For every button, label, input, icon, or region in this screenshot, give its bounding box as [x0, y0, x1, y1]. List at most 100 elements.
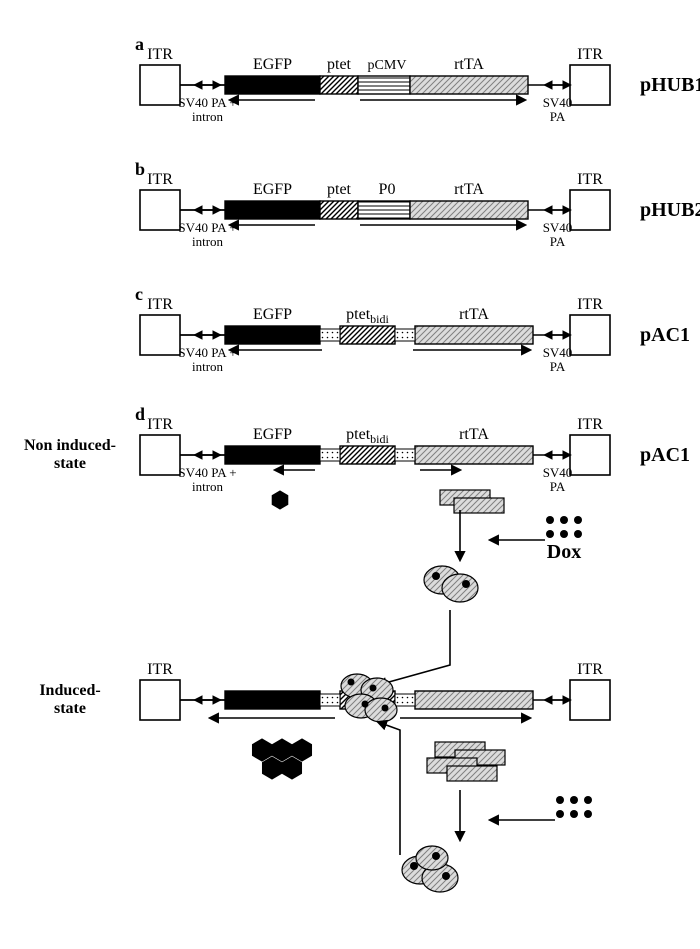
label: rtTA [459, 306, 489, 323]
dox-dot [432, 852, 440, 860]
label: ptetbidi [346, 426, 389, 446]
label: SV40 [543, 95, 573, 110]
hexagon-icon [272, 491, 288, 509]
itr-box [570, 435, 610, 475]
dox-dot [546, 530, 554, 538]
label: c [135, 284, 143, 304]
label: SV40 PA + [178, 345, 236, 360]
protein-oval [416, 846, 448, 870]
label: rtTA [454, 56, 484, 73]
flow-arrow [378, 722, 400, 855]
label: pAC1 [640, 324, 690, 346]
label: SV40 PA + [178, 220, 236, 235]
segment-P0 [358, 201, 410, 219]
itr-box [570, 315, 610, 355]
dotted-block [395, 329, 415, 341]
diagram-svg: ITRITRSV40 PA +intronSV40PAEGFPptetpCMVr… [0, 0, 700, 949]
dotted-block [320, 694, 340, 706]
label: PA [550, 359, 566, 374]
segment-pCMV [358, 76, 410, 94]
segment-ptet [320, 201, 358, 219]
label: ITR [577, 661, 603, 678]
label: pHUB1 [640, 74, 700, 96]
label: rtTA [454, 181, 484, 198]
segment-rtTA [415, 446, 533, 464]
rtta-protein-box [454, 498, 504, 513]
dox-dot [442, 872, 450, 880]
label: ITR [147, 416, 173, 433]
protein-oval [442, 574, 478, 602]
label: EGFP [253, 306, 292, 323]
label: pHUB2 [640, 199, 700, 221]
label: intron [192, 109, 224, 124]
protein-oval [365, 698, 397, 722]
segment-rtTA [415, 326, 533, 344]
label: Non induced- [24, 437, 116, 454]
label: d [135, 404, 145, 424]
label: SV40 [543, 220, 573, 235]
label: EGFP [253, 426, 292, 443]
diagram-page: ITRITRSV40 PA +intronSV40PAEGFPptetpCMVr… [0, 0, 700, 949]
itr-box [570, 190, 610, 230]
dox-dot [560, 530, 568, 538]
label: ITR [577, 416, 603, 433]
segment-rtTA [410, 76, 528, 94]
hexagon-icon [292, 739, 311, 761]
dox-dot [348, 679, 355, 686]
label: SV40 PA + [178, 465, 236, 480]
hexagon-icon [282, 757, 301, 779]
dotted-block [395, 449, 415, 461]
dotted-block [320, 449, 340, 461]
label: Dox [547, 541, 581, 563]
segment-EGFP [225, 446, 320, 464]
itr-box [570, 680, 610, 720]
dotted-block [395, 694, 415, 706]
label: Induced- [39, 682, 100, 699]
flow-arrow [378, 610, 450, 685]
label: ITR [147, 171, 173, 188]
segment-EGFP [225, 691, 320, 709]
dox-dot [574, 516, 582, 524]
label: ITR [147, 661, 173, 678]
itr-box [140, 315, 180, 355]
dox-dot [556, 810, 564, 818]
itr-box [140, 435, 180, 475]
label: P0 [379, 181, 396, 198]
dox-dot [570, 810, 578, 818]
hexagon-icon [262, 757, 281, 779]
label: PA [550, 479, 566, 494]
label: intron [192, 479, 224, 494]
itr-box [140, 190, 180, 230]
label: state [54, 455, 86, 472]
hexagon-icon [252, 739, 271, 761]
label: ITR [147, 46, 173, 63]
label: a [135, 34, 144, 54]
segment-EGFP [225, 76, 320, 94]
label: intron [192, 234, 224, 249]
label: b [135, 159, 145, 179]
dox-dot [546, 516, 554, 524]
dox-dot [432, 572, 440, 580]
label: state [54, 700, 86, 717]
dox-dot [462, 580, 470, 588]
itr-box [140, 680, 180, 720]
label: PA [550, 234, 566, 249]
dox-dot [584, 796, 592, 804]
dox-dot [370, 685, 377, 692]
dox-dot [556, 796, 564, 804]
rtta-protein-box [447, 766, 497, 781]
dox-dot [574, 530, 582, 538]
itr-box [570, 65, 610, 105]
label: SV40 [543, 465, 573, 480]
label: intron [192, 359, 224, 374]
label: ptetbidi [346, 306, 389, 326]
segment-EGFP [225, 326, 320, 344]
label: SV40 PA + [178, 95, 236, 110]
label: ptet [327, 56, 352, 73]
dox-dot [410, 862, 418, 870]
label: SV40 [543, 345, 573, 360]
label: rtTA [459, 426, 489, 443]
label: ITR [577, 296, 603, 313]
segment-ptet [320, 76, 358, 94]
hexagon-icon [272, 739, 291, 761]
